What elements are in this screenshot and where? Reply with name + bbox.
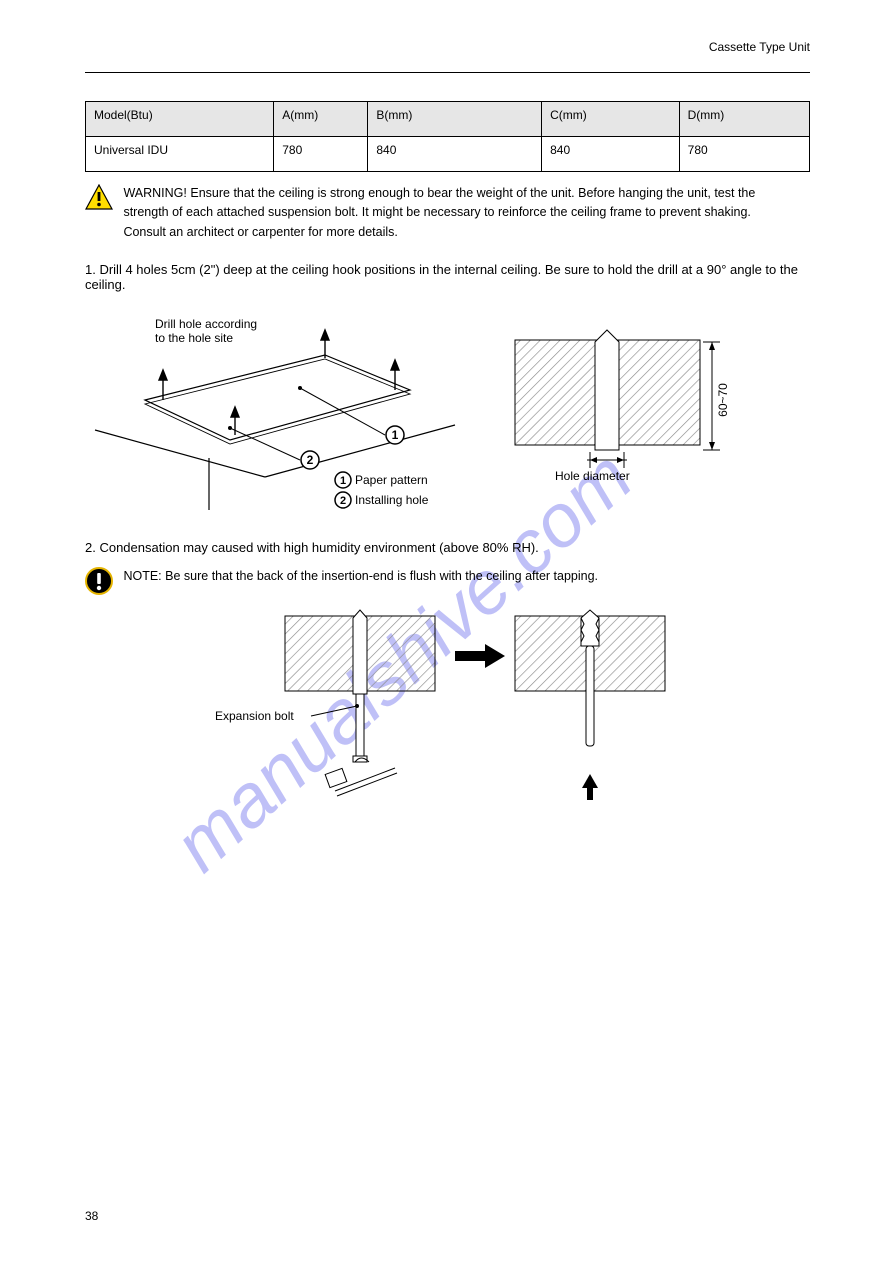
legend-2-label: Installing hole (355, 493, 429, 507)
col-model: Model(Btu) (86, 102, 274, 137)
warning-body: Ensure that the ceiling is strong enough… (123, 186, 755, 239)
col-c: C(mm) (542, 102, 680, 137)
callout-num-1: 1 (392, 428, 399, 442)
bolt-before (353, 610, 367, 762)
col-b: B(mm) (368, 102, 542, 137)
note-text: NOTE: Be sure that the back of the inser… (117, 567, 787, 586)
arrow-up-icon (582, 774, 598, 800)
doc-header-title: Cassette Type Unit (85, 40, 810, 54)
callout-num-2: 2 (307, 453, 314, 467)
note-circle-icon (85, 567, 113, 600)
svg-text:2: 2 (340, 495, 346, 507)
cell-model: Universal IDU (86, 137, 274, 172)
table-row: Universal IDU 780 840 840 780 (86, 137, 810, 172)
note-block: NOTE: Be sure that the back of the inser… (85, 567, 810, 600)
table-header-row: Model(Btu) A(mm) B(mm) C(mm) D(mm) (86, 102, 810, 137)
note-label: NOTE: (123, 569, 161, 583)
arrow-right-icon (455, 644, 505, 668)
hammer-icon (325, 758, 397, 796)
paper-pattern-drawing: Drill hole according to the hole site (95, 317, 455, 510)
warning-triangle-icon (85, 184, 113, 215)
cell-b: 840 (368, 137, 542, 172)
step-1-heading: 1. Drill 4 holes 5cm (2") deep at the ce… (85, 262, 810, 292)
hole-depth-label: 60~70 (716, 383, 730, 417)
svg-text:1: 1 (340, 475, 346, 487)
warning-text: WARNING! Ensure that the ceiling is stro… (117, 184, 787, 242)
warning-label: WARNING! (123, 186, 186, 200)
warning-block: WARNING! Ensure that the ceiling is stro… (85, 184, 810, 242)
header-rule (85, 72, 810, 73)
expansion-bolt-label: Expansion bolt (215, 709, 294, 723)
drill-note-line1: Drill hole according (155, 317, 257, 331)
figure-2: Expansion bolt (85, 606, 810, 806)
spec-table: Model(Btu) A(mm) B(mm) C(mm) D(mm) Unive… (85, 101, 810, 172)
page-number: 38 (85, 1209, 98, 1223)
note-body: Be sure that the back of the insertion-e… (165, 569, 598, 583)
cell-d: 780 (679, 137, 809, 172)
cell-c: 840 (542, 137, 680, 172)
col-d: D(mm) (679, 102, 809, 137)
cell-a: 780 (274, 137, 368, 172)
col-a: A(mm) (274, 102, 368, 137)
figure-1: Drill hole according to the hole site (85, 300, 810, 520)
page-container: Cassette Type Unit Model(Btu) A(mm) B(mm… (85, 40, 810, 806)
legend-1-label: Paper pattern (355, 473, 428, 487)
step-2-heading: 2. Condensation may caused with high hum… (85, 540, 810, 555)
drill-note-line2: to the hole site (155, 331, 233, 345)
hole-section-drawing: 60~70 Hole diameter (515, 330, 730, 483)
hole-diameter-label: Hole diameter (555, 469, 630, 483)
